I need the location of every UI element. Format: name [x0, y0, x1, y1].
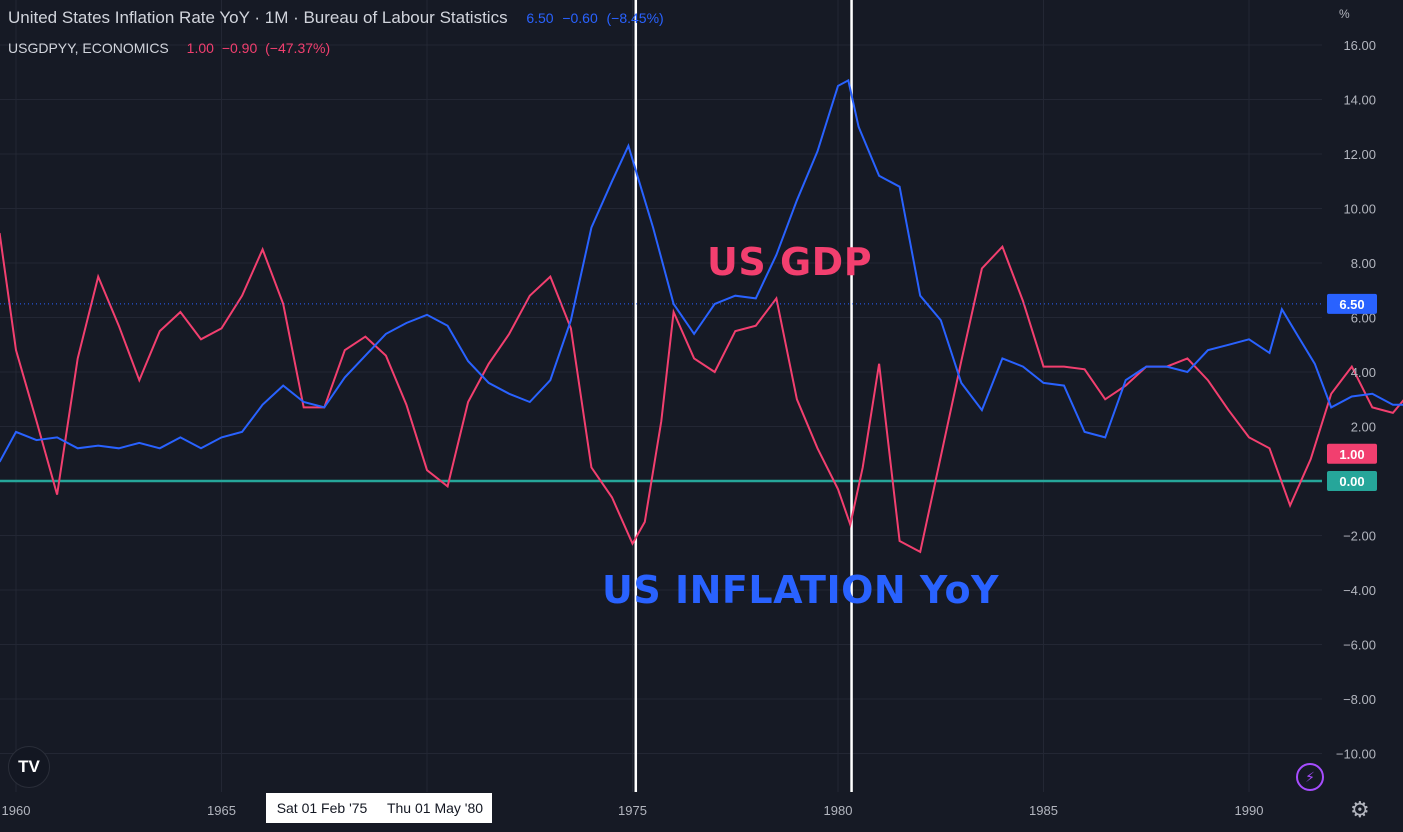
gdp-change-pct: (−47.37%): [265, 40, 331, 56]
y-axis[interactable]: 16.00 14.00 12.00 10.00 8.00 6.00 4.00 2.00 0.00…: [1336, 38, 1376, 762]
gdp-value: 1.00: [186, 40, 214, 56]
current-value-labels: 6.50 1.00 0.00: [1327, 293, 1377, 491]
x-tick-label: 1960: [2, 803, 31, 818]
y-tick-label: 14.00: [1343, 93, 1376, 108]
x-axis[interactable]: 1960196519701975198019851990199520002005…: [2, 803, 1403, 818]
y-tick-label: −6.00: [1343, 638, 1376, 653]
current-value-text: 0.00: [1339, 474, 1364, 489]
inflation-change: −0.60: [562, 10, 598, 26]
x-tick-label: 1965: [207, 803, 236, 818]
y-tick-label: 6.00: [1351, 311, 1376, 326]
marker-date-2: Thu 01 May '80: [378, 793, 492, 823]
chart-title[interactable]: United States Inflation Rate YoY · 1M · …: [8, 8, 508, 27]
lightning-icon[interactable]: ⚡: [1296, 763, 1324, 791]
x-tick-label: 1985: [1029, 803, 1058, 818]
inflation-change-pct: (−8.45%): [606, 10, 664, 26]
marker-date-1: Sat 01 Feb '75: [266, 793, 378, 823]
y-tick-label: 16.00: [1343, 38, 1376, 53]
gdp-annotation: US GDP: [707, 240, 873, 284]
current-value-badge: [1327, 443, 1377, 464]
vertical-markers: [634, 0, 853, 792]
y-tick-label: −2.00: [1343, 529, 1376, 544]
y-tick-label: −10.00: [1336, 747, 1376, 762]
current-value-badge: [1327, 293, 1377, 314]
x-tick-label: 1975: [618, 803, 647, 818]
compare-symbol[interactable]: USGDPYY, ECONOMICS: [8, 40, 169, 56]
y-tick-label: 8.00: [1351, 256, 1376, 271]
y-axis-unit: %: [1339, 7, 1350, 21]
compare-series-header: USGDPYY, ECONOMICS 1.00 −0.90 (−47.37%): [8, 40, 330, 56]
series-line-inflation: [0, 78, 1403, 463]
series-line-gdp: [0, 232, 1403, 554]
current-value-text: 1.00: [1339, 447, 1364, 462]
inflation-value: 6.50: [526, 10, 554, 26]
current-value-badge: [1327, 471, 1377, 491]
y-tick-label: −4.00: [1343, 583, 1376, 598]
y-tick-label: 4.00: [1351, 365, 1376, 380]
y-tick-label: 12.00: [1343, 147, 1376, 162]
y-tick-label: −8.00: [1343, 692, 1376, 707]
x-tick-label: 1990: [1235, 803, 1264, 818]
gear-icon[interactable]: ⚙: [1350, 797, 1370, 822]
y-tick-label: 10.00: [1343, 202, 1376, 217]
inflation-annotation: US INFLATION YoY: [602, 568, 1000, 612]
gdp-change: −0.90: [221, 40, 258, 56]
current-value-text: 6.50: [1339, 297, 1364, 312]
y-tick-label: 2.00: [1351, 420, 1376, 435]
chart-header: United States Inflation Rate YoY · 1M · …: [8, 8, 664, 28]
tradingview-logo-icon[interactable]: TV: [8, 746, 50, 788]
grid-lines: [0, 0, 1322, 792]
x-tick-label: 1980: [824, 803, 853, 818]
